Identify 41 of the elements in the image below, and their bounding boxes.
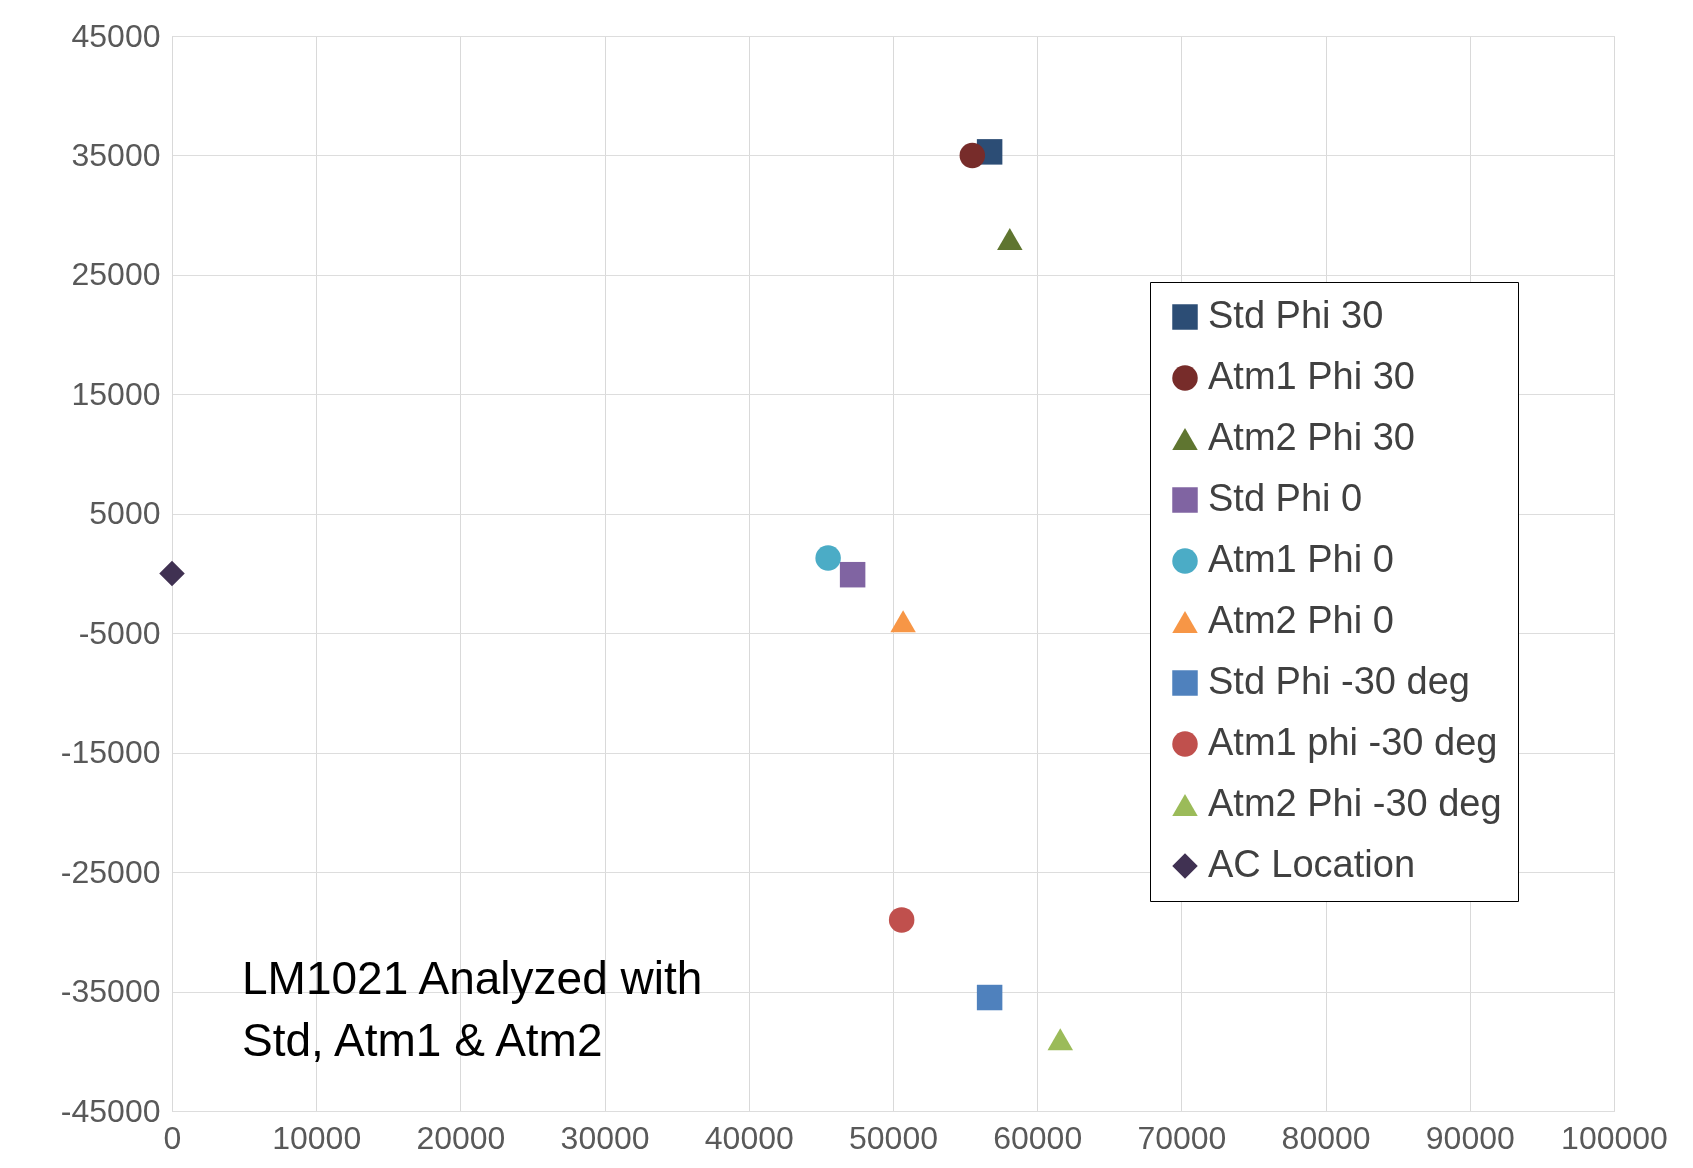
legend-label: Std Phi -30 deg <box>1208 660 1470 702</box>
y-tick-label: -35000 <box>60 973 161 1010</box>
point <box>997 228 1023 251</box>
legend-label: Atm1 phi -30 deg <box>1208 721 1498 763</box>
x-tick-label: 80000 <box>1281 1119 1371 1156</box>
point <box>890 610 916 633</box>
legend-label: AC Location <box>1208 843 1416 885</box>
legend-label: Std Phi 30 <box>1208 294 1384 336</box>
y-tick-label: -25000 <box>60 853 161 890</box>
x-tick-label: 60000 <box>993 1119 1083 1156</box>
point <box>839 561 866 588</box>
legend-label: Atm2 Phi -30 deg <box>1208 782 1502 824</box>
legend-label: Atm2 Phi 0 <box>1208 599 1394 641</box>
point <box>1047 1028 1074 1051</box>
y-tick-label: -15000 <box>60 734 161 771</box>
y-tick-label: -45000 <box>60 1092 161 1129</box>
legend-label: Atm1 Phi 0 <box>1208 538 1394 580</box>
y-tick-label: 45000 <box>71 17 161 54</box>
point <box>976 984 1003 1011</box>
y-tick-label: 15000 <box>71 375 161 412</box>
x-tick-label: 30000 <box>560 1119 650 1156</box>
x-tick-label: 100000 <box>1561 1119 1668 1156</box>
y-tick-label: 5000 <box>89 495 161 532</box>
y-tick-label: 25000 <box>71 256 161 293</box>
point <box>888 907 915 933</box>
legend-label: Atm2 Phi 30 <box>1208 416 1415 458</box>
x-tick-label: 40000 <box>704 1119 794 1156</box>
x-tick-label: 90000 <box>1425 1119 1515 1156</box>
legend-label: Atm1 Phi 30 <box>1208 355 1415 397</box>
point <box>959 142 986 169</box>
x-tick-label: 20000 <box>416 1119 506 1156</box>
x-tick-label: 70000 <box>1137 1119 1227 1156</box>
legend-label: Std Phi 0 <box>1208 477 1363 519</box>
y-tick-label: -5000 <box>78 614 161 651</box>
x-tick-label: 50000 <box>849 1119 938 1156</box>
point <box>159 560 185 587</box>
x-tick-label: 10000 <box>272 1119 362 1156</box>
annotation: LM1021 Analyzed with Std, Atm1 & Atm2 <box>242 952 703 1066</box>
x-tick-label: 0 <box>163 1119 182 1156</box>
y-tick-label: 35000 <box>71 136 161 173</box>
point <box>815 545 841 571</box>
